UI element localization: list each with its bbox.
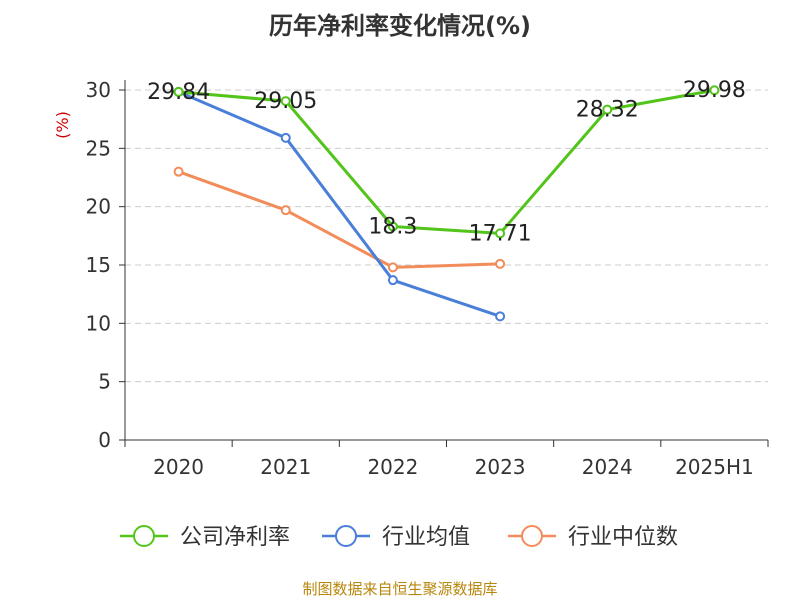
y-tick-label: 10 xyxy=(86,311,111,335)
legend-swatch-marker xyxy=(335,525,357,547)
data-label: 18.3 xyxy=(368,215,417,240)
data-label: 28.32 xyxy=(576,98,639,123)
series-line xyxy=(178,88,715,235)
y-tick-label: 25 xyxy=(86,136,111,160)
y-tick-label: 30 xyxy=(86,78,111,102)
data-point xyxy=(709,85,720,96)
data-point xyxy=(280,132,291,143)
x-tick-label: 2024 xyxy=(582,455,633,479)
axes: 0 5 10 15 20 25 30 2020 2021 2022 2023 2024 2025H1 xyxy=(86,78,769,479)
data-point xyxy=(495,228,506,239)
data-point xyxy=(173,166,184,177)
x-tick-label: 2020 xyxy=(153,455,204,479)
data-point xyxy=(173,86,184,97)
x-tick-label: 2022 xyxy=(367,455,418,479)
source-note: 制图数据来自恒生聚源数据库 xyxy=(302,580,498,598)
legend-label: 行业中位数 xyxy=(568,525,678,550)
x-tick-label: 2023 xyxy=(475,455,526,479)
data-label: 29.05 xyxy=(254,89,317,114)
y-tick-label: 0 xyxy=(98,428,111,452)
y-axis-label: (%) xyxy=(53,111,72,139)
x-tick-label: 2025H1 xyxy=(675,455,754,479)
legend: 公司净利率 行业均值 行业中位数 xyxy=(120,525,678,550)
data-point xyxy=(387,221,398,232)
y-tick-label: 15 xyxy=(86,253,111,277)
chart-title: 历年净利率变化情况(%) xyxy=(269,12,531,40)
y-tick-label: 5 xyxy=(98,370,111,394)
legend-label: 公司净利率 xyxy=(180,525,290,550)
data-label: 17.71 xyxy=(469,221,532,246)
y-tick-label: 20 xyxy=(86,195,111,219)
data-label: 29.84 xyxy=(147,80,210,105)
data-labels: 29.84 29.05 18.3 17.71 28.32 29.98 xyxy=(147,78,746,246)
legend-swatch-marker xyxy=(133,525,155,547)
series-line xyxy=(178,170,501,269)
data-point xyxy=(495,258,506,269)
x-tick-label: 2021 xyxy=(260,455,311,479)
series-group xyxy=(173,85,720,322)
legend-label: 行业均值 xyxy=(382,525,470,550)
data-label: 29.98 xyxy=(683,78,746,103)
legend-swatch-marker xyxy=(521,525,543,547)
data-point xyxy=(387,262,398,273)
grid-lines xyxy=(125,89,768,383)
data-point xyxy=(495,311,506,322)
data-point xyxy=(280,205,291,216)
data-point xyxy=(387,275,398,286)
data-point xyxy=(280,96,291,107)
data-point xyxy=(602,104,613,115)
series-line xyxy=(177,90,501,318)
